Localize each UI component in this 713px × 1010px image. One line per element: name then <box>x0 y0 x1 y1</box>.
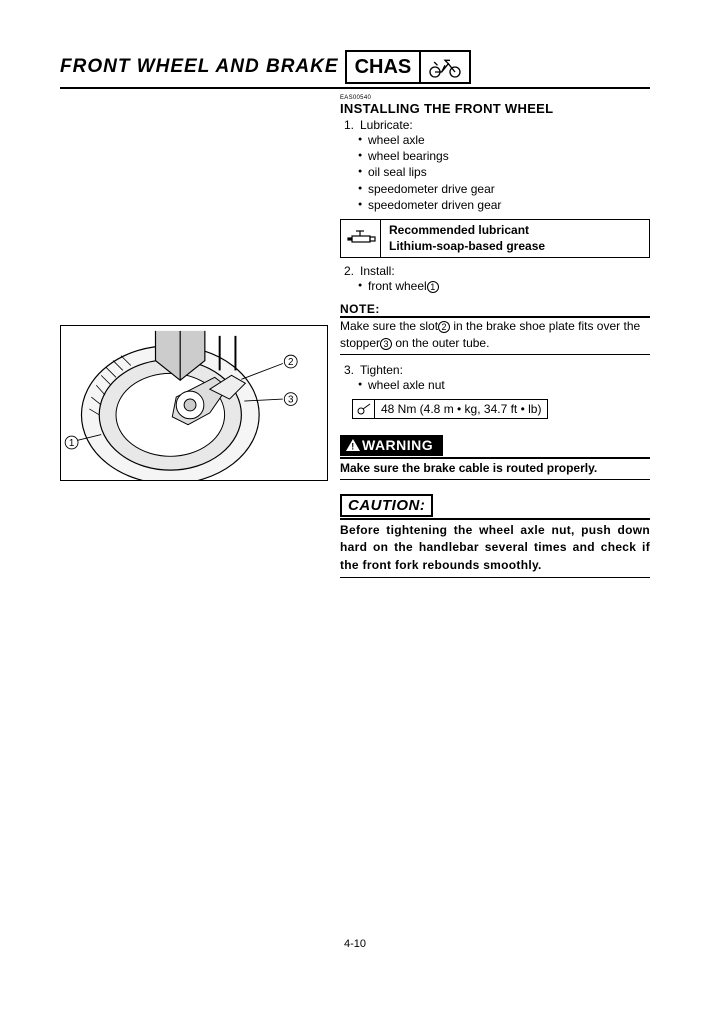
warning-text: Make sure the brake cable is routed prop… <box>340 459 650 480</box>
lube-line1: Recommended lubricant <box>389 223 641 239</box>
torque-value: 48 Nm (4.8 m • kg, 34.7 ft • lb) <box>375 400 547 418</box>
torque-wrench-icon <box>353 400 375 418</box>
header-box: CHAS <box>345 50 472 84</box>
step1-item: speedometer drive gear <box>368 181 650 197</box>
wheel-diagram: 2 3 1 <box>60 325 328 481</box>
lube-line2: Lithium-soap-based grease <box>389 239 641 255</box>
step2-label: Install: <box>360 264 395 278</box>
step-2: 2.Install: front wheel1 <box>344 264 650 294</box>
warning-triangle-icon: ! <box>346 438 360 454</box>
header-rule <box>60 87 650 89</box>
step2-num: 2. <box>344 264 360 278</box>
warning-badge: ! WARNING <box>340 435 443 456</box>
motorcycle-icon <box>421 52 469 82</box>
note-text: Make sure the slot2 in the brake shoe pl… <box>340 318 650 354</box>
step1-label: Lubricate: <box>360 118 413 132</box>
step1-item: wheel axle <box>368 132 650 148</box>
caution-text: Before tightening the wheel axle nut, pu… <box>340 520 650 578</box>
step1-item: wheel bearings <box>368 148 650 164</box>
lubricant-box: Recommended lubricant Lithium-soap-based… <box>340 219 650 258</box>
note-label: NOTE: <box>340 302 650 318</box>
torque-spec-box: 48 Nm (4.8 m • kg, 34.7 ft • lb) <box>352 399 548 419</box>
fig-ref-3: 3 <box>288 395 294 406</box>
step-3: 3.Tighten: wheel axle nut <box>344 363 650 393</box>
caution-label: CAUTION: <box>340 494 433 517</box>
step3-label: Tighten: <box>360 363 403 377</box>
grease-gun-icon <box>341 220 381 257</box>
fig-ref-1: 1 <box>69 438 74 449</box>
step3-num: 3. <box>344 363 360 377</box>
step1-item: speedometer driven gear <box>368 197 650 213</box>
page-number: 4-10 <box>60 938 650 950</box>
step-1: 1.Lubricate: wheel axle wheel bearings o… <box>344 118 650 213</box>
header-title: FRONT WHEEL AND BRAKE <box>60 56 339 78</box>
step2-item: front wheel1 <box>368 278 650 294</box>
step1-item: oil seal lips <box>368 164 650 180</box>
step3-item: wheel axle nut <box>368 377 650 393</box>
chapter-code: CHAS <box>347 52 422 82</box>
svg-text:!: ! <box>351 441 355 451</box>
page-header: FRONT WHEEL AND BRAKE CHAS <box>60 50 650 84</box>
fig-ref-2: 2 <box>288 357 293 368</box>
section-title: INSTALLING THE FRONT WHEEL <box>340 101 650 116</box>
step1-num: 1. <box>344 118 360 132</box>
